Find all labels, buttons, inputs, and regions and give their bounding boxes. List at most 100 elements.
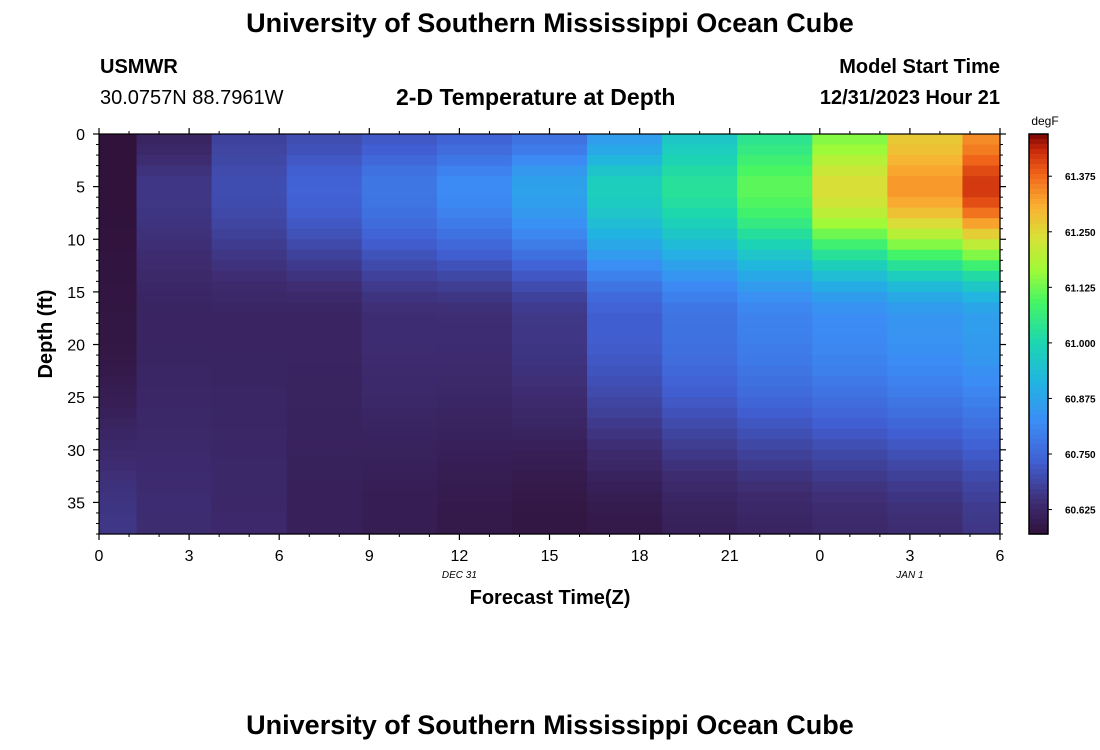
- heatmap-cell: [136, 134, 213, 146]
- heatmap-cell: [136, 207, 213, 219]
- heatmap-cell: [587, 460, 663, 472]
- heatmap-cell: [286, 186, 363, 198]
- heatmap-cell: [812, 197, 888, 209]
- heatmap-cell: [662, 176, 738, 188]
- heatmap-cell: [887, 249, 964, 261]
- heatmap-cell: [887, 439, 964, 451]
- heatmap-cell: [812, 344, 888, 356]
- colorbar-segment: [1029, 284, 1048, 290]
- heatmap-cell: [361, 386, 438, 398]
- heatmap-cell: [436, 239, 513, 251]
- heatmap-cell: [99, 260, 138, 272]
- heatmap-cell: [286, 365, 363, 377]
- heatmap-cell: [286, 134, 363, 146]
- heatmap-cell: [286, 165, 363, 177]
- heatmap-cell: [812, 218, 888, 230]
- colorbar-segment: [1029, 489, 1048, 495]
- heatmap-cell: [361, 270, 438, 282]
- heatmap-cell: [662, 312, 738, 325]
- heatmap-cell: [99, 365, 138, 377]
- colorbar-segment: [1029, 319, 1048, 325]
- heatmap-cell: [286, 481, 363, 493]
- heatmap-cell: [99, 323, 138, 335]
- heatmap-cell: [662, 144, 738, 156]
- heatmap-cell: [511, 165, 588, 177]
- heatmap-cell: [587, 218, 663, 230]
- heatmap-cell: [99, 397, 138, 409]
- heatmap-cell: [211, 460, 288, 472]
- heatmap-cell: [587, 228, 663, 240]
- heatmap-cell: [887, 376, 964, 388]
- heatmap-cell: [436, 376, 513, 388]
- heatmap-cell: [286, 302, 363, 314]
- heatmap-cell: [962, 239, 1001, 251]
- heatmap-cell: [662, 334, 738, 346]
- heatmap-cell: [286, 334, 363, 346]
- x-tick-label: 6: [275, 548, 284, 565]
- colorbar-segment: [1029, 419, 1048, 425]
- heatmap-cell: [436, 302, 513, 314]
- heatmap-cell: [211, 155, 288, 167]
- heatmap-cell: [587, 186, 663, 198]
- heatmap-cell: [136, 355, 213, 367]
- heatmap-cell: [511, 281, 588, 293]
- heatmap-cell: [887, 428, 964, 440]
- heatmap-cell: [136, 155, 213, 167]
- heatmap-cell: [587, 197, 663, 209]
- heatmap-cell: [737, 355, 813, 367]
- heatmap-cell: [587, 439, 663, 451]
- y-tick-label: 30: [67, 443, 85, 460]
- heatmap-cell: [436, 470, 513, 482]
- colorbar-segment: [1029, 399, 1048, 405]
- heatmap-cell: [587, 418, 663, 430]
- heatmap-cell: [662, 428, 738, 440]
- heatmap-cell: [737, 365, 813, 377]
- y-axis-label: Depth (ft): [35, 290, 57, 379]
- heatmap-cell: [662, 449, 738, 461]
- heatmap-cell: [887, 449, 964, 461]
- heatmap-cell: [737, 376, 813, 388]
- heatmap-cell: [737, 260, 813, 272]
- heatmap-cell: [211, 291, 288, 304]
- heatmap-cell: [887, 491, 964, 504]
- heatmap-cell: [436, 407, 513, 419]
- heatmap-cell: [887, 176, 964, 188]
- heatmap-cell: [361, 144, 438, 156]
- heatmap-cell: [286, 439, 363, 451]
- heatmap-cell: [136, 302, 213, 314]
- colorbar-segment: [1029, 394, 1048, 400]
- heatmap-cell: [136, 334, 213, 346]
- heatmap-cell: [99, 291, 138, 304]
- heatmap-cell: [136, 376, 213, 388]
- heatmap-cell: [662, 165, 738, 177]
- colorbar-tick-label: 61.375: [1065, 172, 1096, 183]
- heatmap-cell: [136, 386, 213, 398]
- colorbar-tick-label: 60.750: [1065, 450, 1096, 461]
- colorbar-segment: [1029, 479, 1048, 485]
- heatmap-cell: [812, 397, 888, 409]
- heatmap-cell: [361, 344, 438, 356]
- heatmap-cell: [99, 334, 138, 346]
- heatmap-cell: [99, 491, 138, 504]
- heatmap-cell: [136, 449, 213, 461]
- heatmap-cell: [737, 512, 813, 525]
- heatmap-cell: [436, 176, 513, 188]
- heatmap-cell: [136, 239, 213, 251]
- station-coords: 30.0757N 88.7961W: [100, 87, 284, 109]
- heatmap-cell: [361, 418, 438, 430]
- heatmap-cell: [511, 428, 588, 440]
- heatmap-cell: [286, 376, 363, 388]
- heatmap-cell: [136, 270, 213, 282]
- colorbar-segment: [1029, 469, 1048, 475]
- heatmap-cell: [211, 439, 288, 451]
- heatmap-cell: [99, 186, 138, 198]
- heatmap-cell: [136, 228, 213, 240]
- heatmap-cell: [737, 249, 813, 261]
- heatmap-cell: [812, 439, 888, 451]
- heatmap-cell: [962, 207, 1001, 219]
- heatmap-cell: [436, 260, 513, 272]
- heatmap-cell: [887, 218, 964, 230]
- heatmap-cell: [361, 134, 438, 146]
- heatmap-cell: [587, 397, 663, 409]
- colorbar-segment: [1029, 344, 1048, 350]
